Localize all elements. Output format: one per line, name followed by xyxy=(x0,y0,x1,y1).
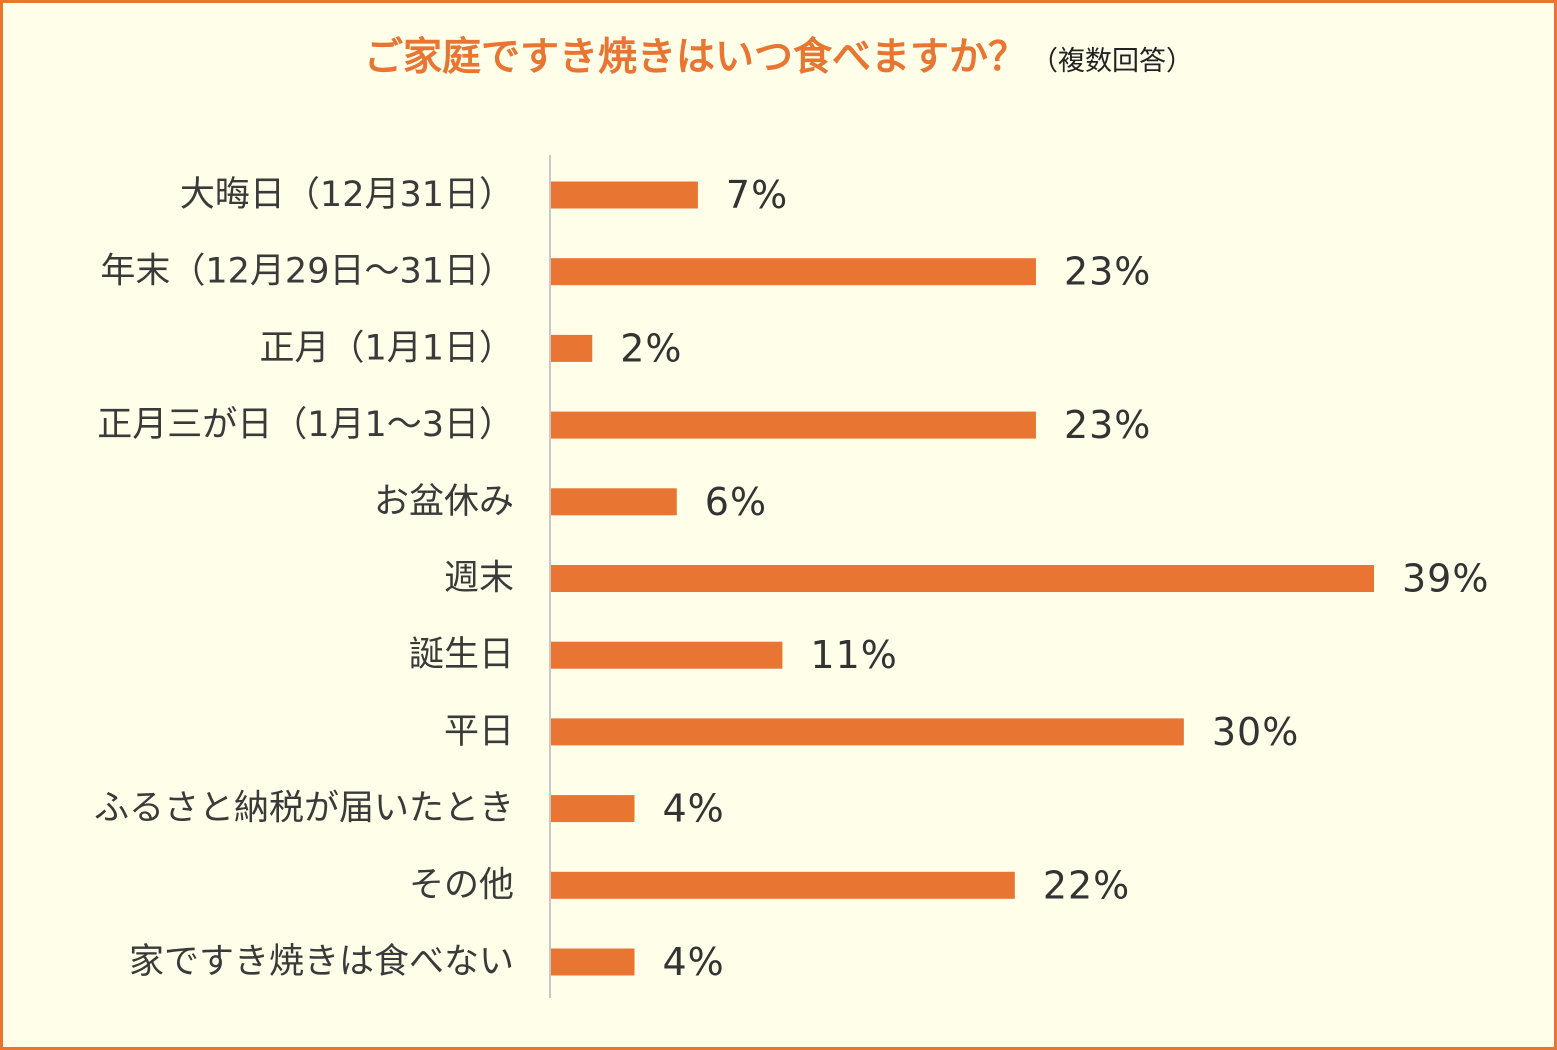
bar xyxy=(551,871,1015,899)
category-label: 平日 xyxy=(444,712,514,752)
value-label: 30% xyxy=(1212,710,1299,754)
value-label: 23% xyxy=(1064,403,1151,447)
bar xyxy=(551,948,635,976)
bar xyxy=(551,718,1184,746)
category-label: 週末 xyxy=(444,559,514,599)
bar xyxy=(551,641,783,669)
value-label: 22% xyxy=(1043,863,1130,907)
bar-row: その他 22% xyxy=(409,863,1130,907)
bar xyxy=(551,258,1036,286)
category-label: 正月三が日（1月1～3日） xyxy=(97,405,514,445)
category-label: ふるさと納税が届いたとき xyxy=(94,789,514,829)
value-label: 23% xyxy=(1064,250,1151,294)
bar-row: 正月（1月1日） 2% xyxy=(259,326,682,370)
category-label: 正月（1月1日） xyxy=(259,328,514,368)
value-label: 4% xyxy=(663,787,725,831)
value-label: 39% xyxy=(1402,557,1489,601)
bar xyxy=(551,795,635,823)
bar-row: 家ですき焼きは食べない 4% xyxy=(129,940,725,984)
chart-title: ご家庭ですき焼きはいつ食べますか？ （複数回答） xyxy=(0,38,1557,77)
category-label: お盆休み xyxy=(374,482,514,522)
value-label: 7% xyxy=(726,173,788,217)
bar-row: 週末 39% xyxy=(444,557,1489,601)
chart-title-main: ご家庭ですき焼きはいつ食べますか？ xyxy=(363,35,1027,80)
bar xyxy=(551,565,1374,592)
bar-row: 年末（12月29日～31日） 23% xyxy=(100,250,1151,294)
bar-row: ふるさと納税が届いたとき 4% xyxy=(94,787,725,831)
category-label: 大晦日（12月31日） xyxy=(180,175,514,215)
bar xyxy=(551,411,1036,439)
value-label: 2% xyxy=(620,326,682,370)
bar-row: 正月三が日（1月1～3日） 23% xyxy=(97,403,1151,447)
category-label: その他 xyxy=(409,865,514,905)
value-label: 11% xyxy=(810,633,897,677)
bar-row: 大晦日（12月31日） 7% xyxy=(180,173,788,217)
chart-title-subtitle: （複数回答） xyxy=(1031,46,1193,77)
value-label: 4% xyxy=(663,940,725,984)
bar xyxy=(551,181,698,209)
category-label: 家ですき焼きは食べない xyxy=(129,942,514,982)
category-label: 誕生日 xyxy=(409,635,514,675)
value-label: 6% xyxy=(705,480,767,524)
bar-row: お盆休み 6% xyxy=(374,480,767,524)
bar-row: 誕生日 11% xyxy=(409,633,897,677)
bar xyxy=(551,334,593,362)
bar-row: 平日 30% xyxy=(444,710,1299,754)
bar xyxy=(551,488,677,516)
bars-group: 大晦日（12月31日） 7% 年末（12月29日～31日） 23% 正月（1月1日） 2%… xyxy=(94,173,1489,984)
category-label: 年末（12月29日～31日） xyxy=(100,252,514,292)
